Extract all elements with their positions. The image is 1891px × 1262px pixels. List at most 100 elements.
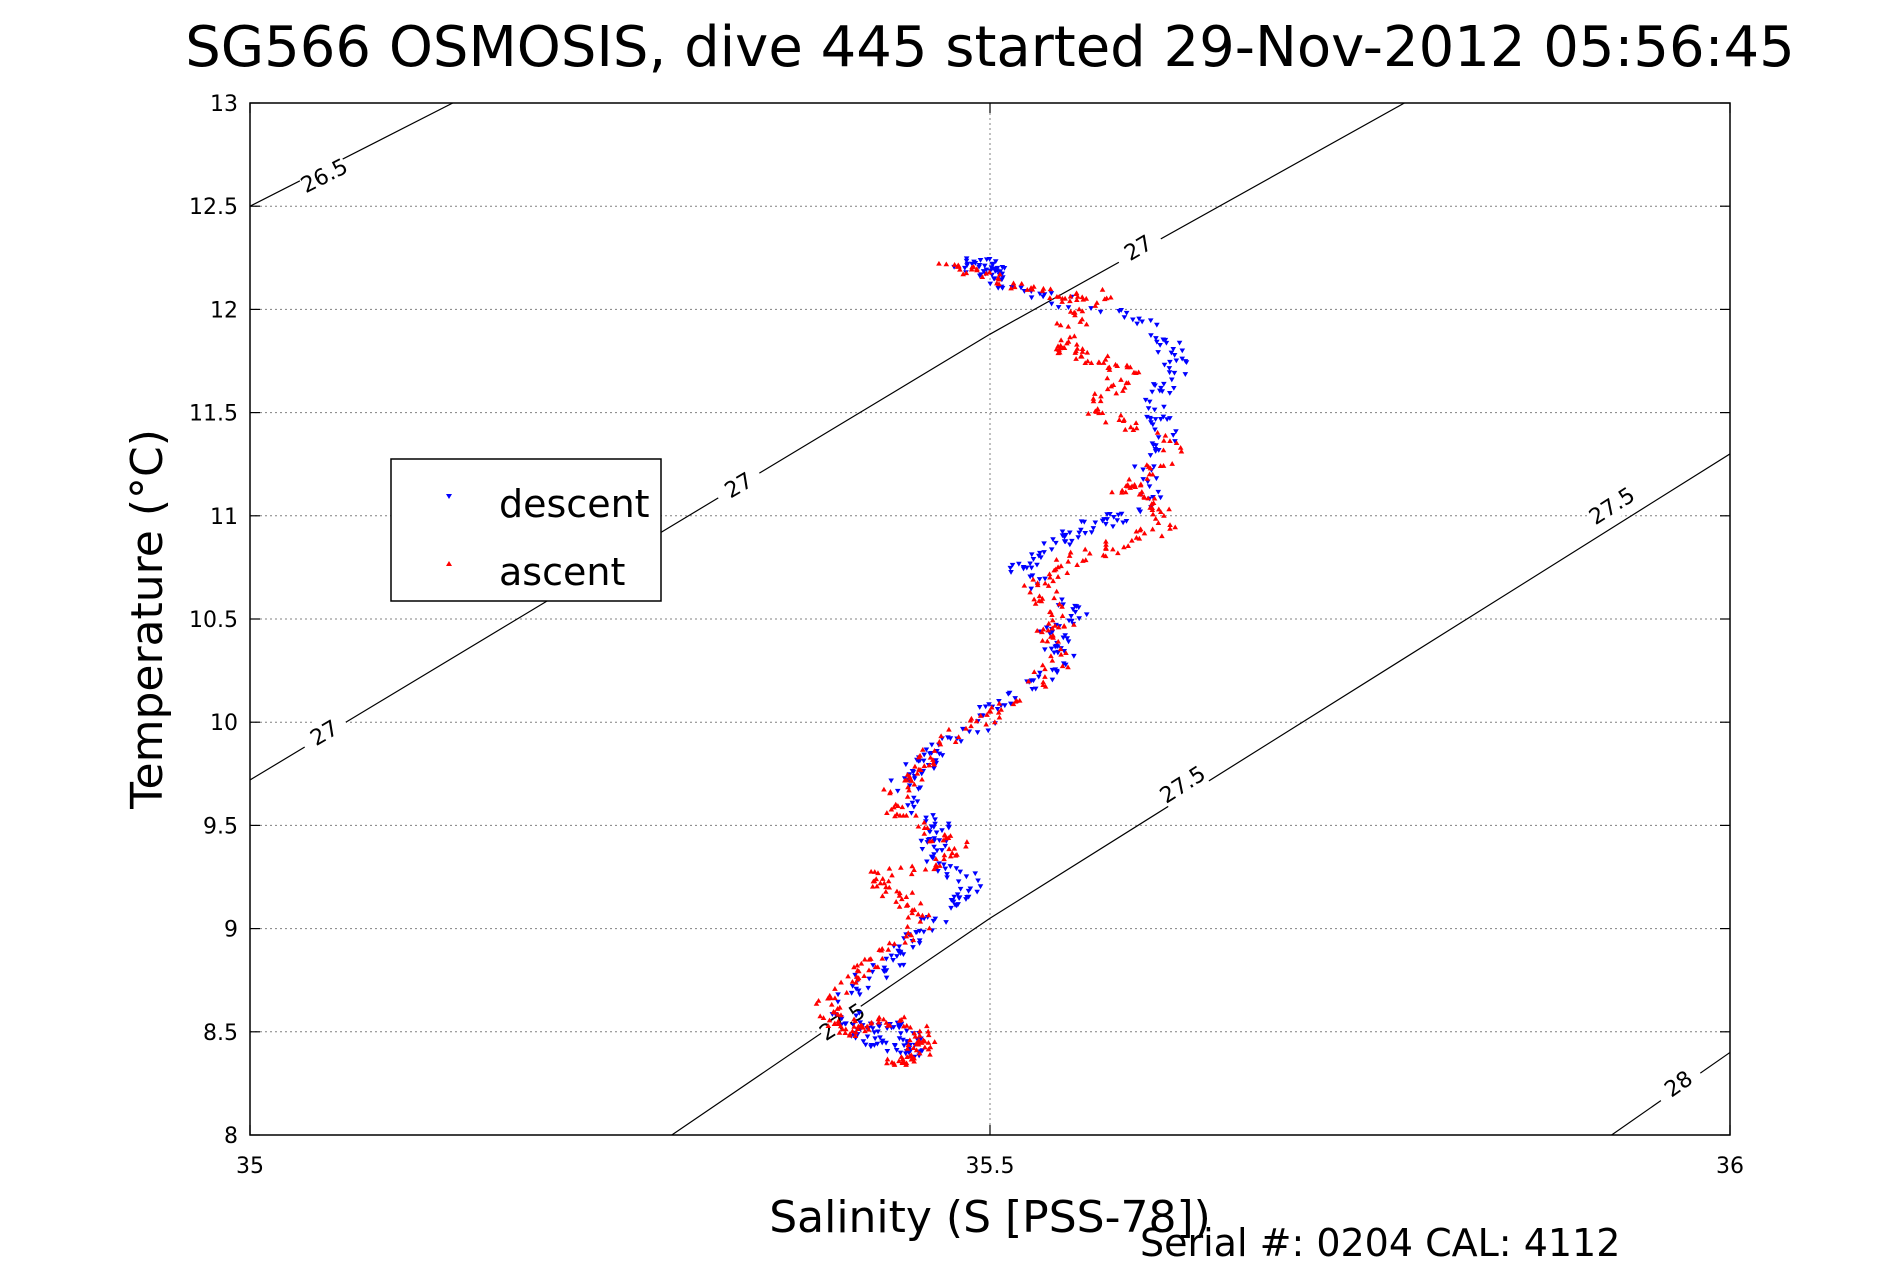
ascent-point	[1127, 485, 1134, 490]
descent-point	[1152, 383, 1158, 389]
descent-point	[1136, 316, 1142, 322]
ascent-point	[1104, 386, 1111, 392]
ascent-point	[922, 866, 929, 872]
descent-point	[1055, 650, 1061, 656]
ascent-point	[1090, 395, 1097, 401]
descent-point	[918, 1036, 924, 1042]
ascent-point	[1064, 570, 1071, 576]
ascent-point	[813, 1000, 820, 1006]
ascent-point	[946, 846, 952, 852]
ascent-point	[1137, 526, 1144, 532]
descent-point	[980, 269, 987, 274]
descent-point	[918, 838, 925, 844]
ascent-point	[1061, 623, 1067, 628]
descent-point	[1155, 448, 1162, 453]
descent-point	[1136, 507, 1142, 513]
descent-point	[1147, 318, 1154, 324]
ascent-point	[925, 1028, 931, 1034]
ascent-point	[1011, 284, 1018, 290]
descent-point	[975, 878, 981, 884]
descent-point	[870, 963, 876, 968]
ascent-point	[927, 754, 934, 760]
ascent-point	[1047, 574, 1053, 580]
descent-point	[1151, 407, 1158, 413]
descent-point	[932, 821, 938, 827]
y-tick-label: 8.5	[203, 1021, 238, 1046]
ascent-point	[875, 870, 881, 876]
contour-line-26.5	[250, 103, 454, 207]
descent-point	[959, 726, 966, 732]
ascent-point	[954, 264, 961, 269]
ascent-point	[908, 932, 915, 938]
ascent-point	[1172, 524, 1178, 530]
descent-point	[883, 1040, 889, 1046]
ascent-point	[1100, 552, 1107, 558]
ascent-point	[1059, 663, 1066, 669]
ascent-point	[815, 997, 822, 1003]
descent-point	[952, 902, 958, 908]
descent-point	[930, 813, 936, 818]
descent-point	[921, 929, 927, 935]
ascent-point	[911, 867, 917, 872]
ascent-point	[967, 717, 974, 723]
ascent-point	[916, 1032, 923, 1038]
ascent-point	[947, 833, 954, 838]
ascent-point	[1133, 420, 1139, 426]
descent-point	[856, 1010, 863, 1016]
ascent-point	[963, 270, 970, 276]
ascent-point	[1047, 609, 1053, 615]
descent-point	[1009, 562, 1016, 568]
ascent-point	[1040, 285, 1047, 291]
descent-point	[1071, 653, 1077, 659]
ascent-point	[973, 718, 980, 724]
descent-point	[1146, 484, 1153, 490]
ascent-point	[881, 880, 888, 886]
descent-point	[1054, 668, 1060, 674]
ascent-point	[986, 269, 993, 275]
ascent-point	[1169, 461, 1175, 466]
descent-point	[931, 852, 937, 858]
ascent-point	[911, 781, 918, 787]
ascent-point	[1066, 553, 1073, 558]
descent-point	[1007, 565, 1014, 571]
ascent-point	[1080, 296, 1087, 302]
ascent-point	[1010, 280, 1017, 286]
ascent-point	[835, 1018, 842, 1024]
ascent-point	[1167, 525, 1173, 531]
ascent-point	[1025, 678, 1032, 684]
ascent-point	[915, 911, 921, 917]
ascent-point	[1102, 356, 1109, 362]
ascent-point	[1049, 617, 1056, 623]
ascent-point	[825, 995, 831, 1001]
ascent-point	[1127, 364, 1134, 370]
ascent-point	[996, 700, 1003, 706]
descent-point	[962, 265, 968, 271]
x-tick-label: 35.5	[966, 1154, 1015, 1179]
descent-point	[1036, 577, 1043, 582]
descent-point	[1059, 533, 1066, 539]
ascent-point	[1055, 638, 1062, 644]
ascent-point	[861, 973, 867, 979]
descent-point	[919, 1048, 926, 1054]
ascent-point	[1056, 349, 1063, 355]
ascent-point	[918, 1040, 925, 1045]
ascent-point	[843, 1026, 849, 1032]
ascent-point	[1031, 283, 1037, 289]
y-tick-label: 10	[210, 711, 238, 736]
descent-point	[911, 776, 918, 782]
ascent-point	[1053, 556, 1060, 562]
ascent-point	[931, 748, 938, 753]
descent-point	[1099, 518, 1106, 524]
ascent-point	[917, 752, 923, 758]
descent-point	[1123, 518, 1130, 524]
descent-point	[1170, 347, 1177, 352]
ascent-point	[896, 903, 903, 909]
ascent-point	[919, 776, 925, 782]
ascent-point	[1054, 320, 1060, 326]
descent-point	[1152, 449, 1159, 454]
ascent-point	[1160, 447, 1167, 453]
ascent-point	[1055, 574, 1061, 579]
descent-point	[900, 1037, 906, 1043]
descent-point	[884, 1049, 891, 1054]
ascent-point	[996, 714, 1003, 720]
